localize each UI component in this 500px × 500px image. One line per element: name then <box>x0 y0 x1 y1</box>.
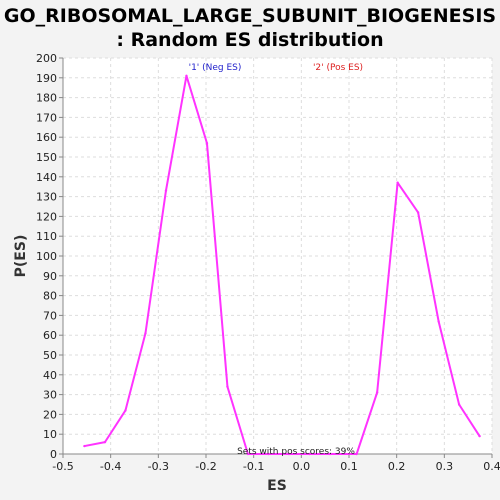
data-point <box>416 211 420 214</box>
x-axis-label: ES <box>267 478 287 494</box>
plot-area <box>63 58 492 454</box>
y-tick-label: 20 <box>43 408 57 421</box>
y-tick-label: 160 <box>36 131 57 144</box>
series-group <box>83 74 481 456</box>
data-point <box>164 189 168 192</box>
y-tick-label: 0 <box>50 448 57 461</box>
y-axis-label: P(ES) <box>13 235 29 278</box>
data-point <box>144 332 147 335</box>
data-point <box>308 452 311 456</box>
y-tick-label: 170 <box>36 111 57 124</box>
y-tick-label: 10 <box>43 428 57 441</box>
x-tick-label: 0.3 <box>436 460 454 473</box>
y-tick-label: 30 <box>43 389 57 402</box>
y-tick-label: 90 <box>43 270 57 283</box>
y-tick-label: 80 <box>43 290 57 303</box>
x-tick-label: 0.1 <box>340 460 358 473</box>
y-axis-ticks: 0 10 20 30 40 50 60 70 80 90 100 110 120 130 140 150 160… <box>36 52 63 461</box>
legend-neg-es: '1' (Neg ES) <box>189 63 242 73</box>
legend-pos-es: '2' (Pos ES) <box>313 63 363 73</box>
y-tick-label: 130 <box>36 191 57 204</box>
data-point <box>246 452 250 456</box>
data-point <box>478 434 481 438</box>
data-point <box>205 141 209 145</box>
data-point <box>396 181 399 184</box>
data-point <box>267 452 270 456</box>
y-tick-label: 140 <box>36 171 57 184</box>
y-tick-label: 110 <box>36 230 57 243</box>
y-tick-label: 190 <box>36 72 57 85</box>
data-point <box>83 444 86 448</box>
x-tick-label: -0.1 <box>243 460 264 473</box>
x-tick-label: 0.0 <box>293 460 311 473</box>
data-point <box>437 320 440 323</box>
x-tick-label: -0.2 <box>195 460 216 473</box>
y-tick-label: 200 <box>36 52 57 65</box>
data-point <box>355 452 358 456</box>
series-line <box>84 74 481 455</box>
pos-scores-annotation: Sets with pos scores: 39% <box>237 447 355 457</box>
x-tick-label: -0.3 <box>148 460 169 473</box>
y-tick-label: 40 <box>43 369 57 382</box>
data-point <box>457 403 461 406</box>
data-point <box>328 452 332 456</box>
data-point <box>226 385 229 388</box>
chart-title-line-2: : Random ES distribution <box>116 29 383 51</box>
y-tick-label: 100 <box>36 250 57 263</box>
x-tick-label: -0.5 <box>52 460 73 473</box>
y-tick-label: 180 <box>36 92 57 105</box>
y-tick-label: 60 <box>43 329 57 342</box>
y-tick-label: 50 <box>43 349 57 362</box>
data-point <box>185 74 188 78</box>
data-point <box>124 409 127 412</box>
data-point <box>287 452 291 456</box>
x-axis-ticks: -0.5 -0.4 -0.3 -0.2 -0.1 0.0 0.1 0.2 0.3 0.4 <box>52 454 500 473</box>
data-point <box>375 391 379 394</box>
x-tick-label: 0.2 <box>388 460 406 473</box>
x-tick-label: 0.4 <box>483 460 500 473</box>
y-tick-label: 120 <box>36 210 57 223</box>
y-tick-label: 70 <box>43 309 57 322</box>
x-tick-label: -0.4 <box>100 460 121 473</box>
chart-title-line-1: GO_RIBOSOMAL_LARGE_SUBUNIT_BIOGENESIS <box>4 5 496 27</box>
y-tick-label: 150 <box>36 151 57 164</box>
data-point <box>103 440 107 444</box>
grid <box>62 57 493 455</box>
